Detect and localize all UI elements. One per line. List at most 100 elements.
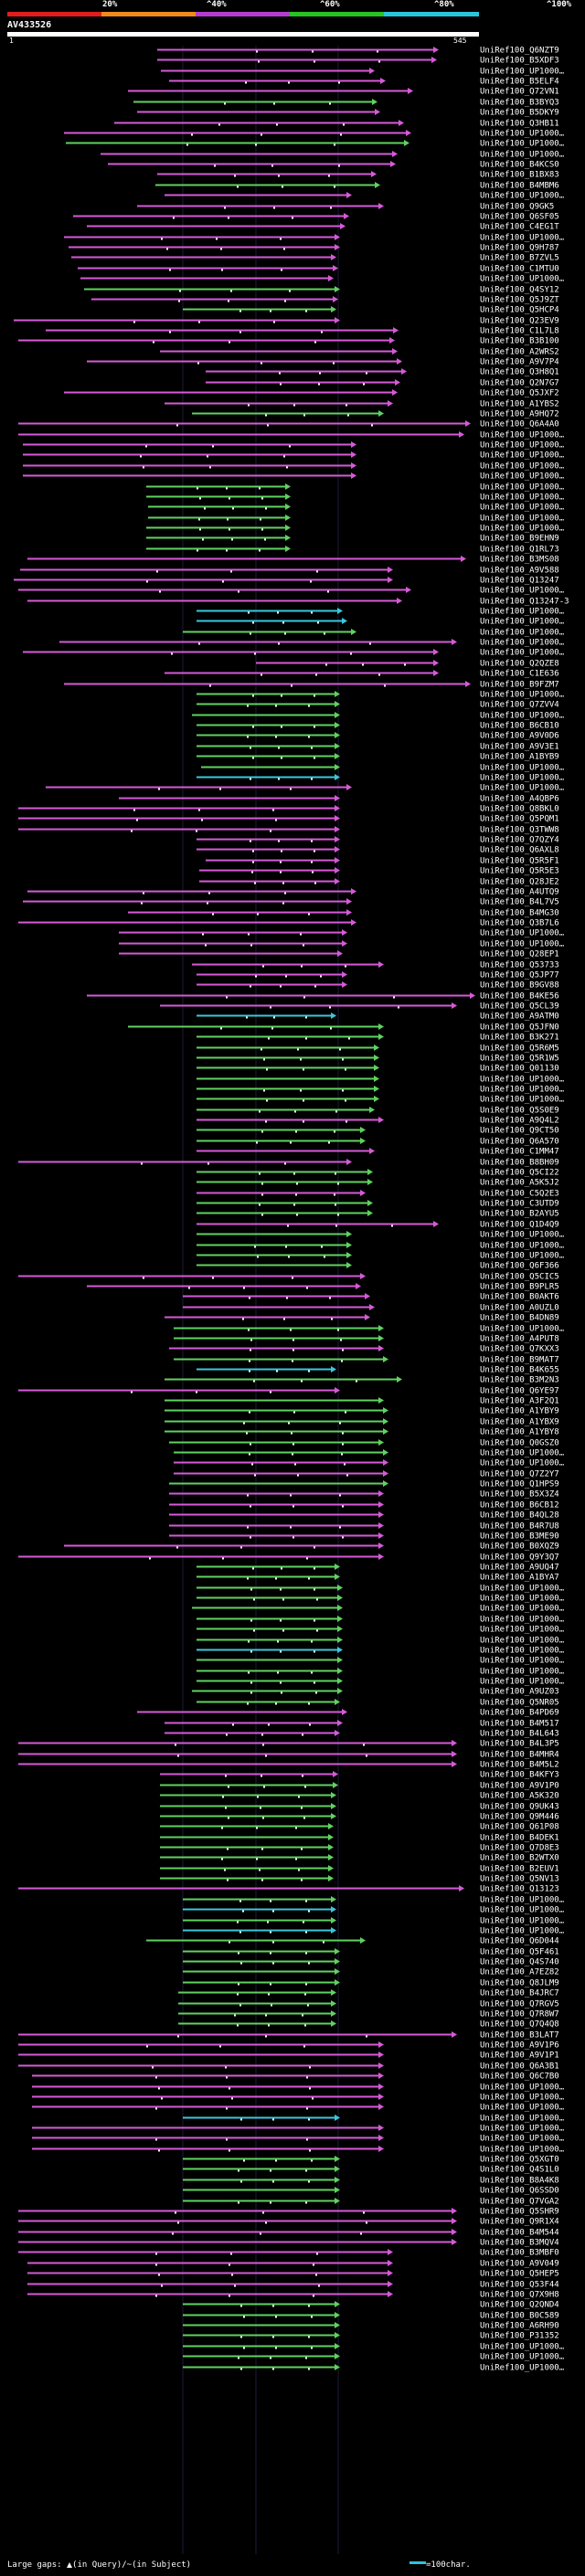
hit-label[interactable]: UniRef100_B4MG30: [480, 909, 559, 918]
hit-row[interactable]: UniRef100_Q7RGV5: [178, 2000, 559, 2009]
hit-row[interactable]: UniRef100_Q13123: [18, 1885, 559, 1894]
hit-row[interactable]: UniRef100_Q0GSZ0: [169, 1439, 559, 1448]
hit-label[interactable]: UniRef100_Q7VGA2: [480, 2198, 559, 2207]
hit-row[interactable]: UniRef100_Q9R1X4: [18, 2218, 559, 2227]
hit-row[interactable]: UniRef100_UP1000…: [197, 1242, 565, 1251]
hit-row[interactable]: UniRef100_Q3HB11: [114, 120, 559, 129]
hit-row[interactable]: UniRef100_Q9Y3Q7: [18, 1553, 559, 1563]
hit-row[interactable]: UniRef100_UP1000…: [23, 472, 565, 482]
hit-row[interactable]: UniRef100_Q7QZY4: [197, 836, 559, 845]
hit-row[interactable]: UniRef100_UP1000…: [146, 483, 565, 493]
hit-row[interactable]: UniRef100_Q5F461: [183, 1948, 559, 1957]
hit-label[interactable]: UniRef100_UP1000…: [480, 2115, 565, 2124]
hit-label[interactable]: UniRef100_B3MBF0: [480, 2249, 559, 2258]
hit-row[interactable]: UniRef100_A3F2Q1: [165, 1397, 559, 1406]
hit-row[interactable]: UniRef100_B9PLR5: [87, 1283, 559, 1292]
hit-label[interactable]: UniRef100_UP1000…: [480, 451, 565, 461]
hit-row[interactable]: UniRef100_Q3B7L6: [18, 919, 559, 928]
hit-label[interactable]: UniRef100_B0XQZ9: [480, 1542, 559, 1552]
hit-label[interactable]: UniRef100_B4L3P5: [480, 1740, 559, 1749]
hit-label[interactable]: UniRef100_Q1D4Q9: [480, 1221, 559, 1230]
hit-row[interactable]: UniRef100_A5K5J2: [197, 1179, 559, 1188]
hit-row[interactable]: UniRef100_A9V0D6: [197, 732, 559, 741]
hit-row[interactable]: UniRef100_B4JRC7: [178, 1989, 559, 1998]
hit-row[interactable]: UniRef100_Q5XGT0: [183, 2156, 559, 2165]
hit-row[interactable]: UniRef100_Q6D044: [146, 1937, 559, 1946]
hit-label[interactable]: UniRef100_UP1000…: [480, 441, 565, 451]
hit-label[interactable]: UniRef100_UP1000…: [480, 68, 565, 77]
hit-row[interactable]: UniRef100_Q6SF05: [73, 213, 559, 222]
hit-row[interactable]: UniRef100_B4MG30: [128, 909, 559, 918]
hit-row[interactable]: UniRef100_UP1000…: [119, 940, 565, 949]
hit-row[interactable]: UniRef100_UP1000…: [183, 1906, 565, 1915]
hit-label[interactable]: UniRef100_UP1000…: [480, 1096, 565, 1105]
hit-row[interactable]: UniRef100_B4M517: [165, 1720, 559, 1729]
hit-row[interactable]: UniRef100_Q4S1L0: [183, 2166, 559, 2175]
hit-row[interactable]: UniRef100_Q9H787: [69, 244, 559, 253]
hit-row[interactable]: UniRef100_UP1000…: [197, 1585, 565, 1594]
hit-label[interactable]: UniRef100_A0UZL0: [480, 1304, 559, 1313]
hit-label[interactable]: UniRef100_UP1000…: [480, 1647, 565, 1656]
hit-label[interactable]: UniRef100_Q9GK5: [480, 203, 554, 212]
hit-label[interactable]: UniRef100_A4UTQ9: [480, 888, 559, 897]
hit-row[interactable]: UniRef100_A9HQ72: [192, 410, 559, 419]
hit-label[interactable]: UniRef100_Q7X9H8: [480, 2291, 559, 2300]
hit-row[interactable]: UniRef100_B5DKY9: [137, 109, 559, 118]
hit-row[interactable]: UniRef100_Q5HEP5: [27, 2270, 559, 2279]
hit-row[interactable]: UniRef100_A9V3E1: [197, 743, 559, 752]
hit-label[interactable]: UniRef100_Q3B7L6: [480, 919, 559, 928]
hit-row[interactable]: UniRef100_B1BX83: [157, 171, 559, 180]
hit-label[interactable]: UniRef100_UP1000…: [480, 2104, 565, 2113]
hit-label[interactable]: UniRef100_UP1000…: [480, 192, 565, 201]
hit-label[interactable]: UniRef100_UP1000…: [480, 649, 565, 658]
hit-row[interactable]: UniRef100_B4K655: [197, 1366, 559, 1375]
hit-label[interactable]: UniRef100_A1YBY8: [480, 1428, 559, 1437]
hit-label[interactable]: UniRef100_B4KCS0: [480, 161, 559, 170]
hit-label[interactable]: UniRef100_Q5S0E9: [480, 1107, 559, 1116]
hit-row[interactable]: UniRef100_A6RH90: [183, 2322, 559, 2331]
hit-label[interactable]: UniRef100_Q5CI22: [480, 1169, 559, 1178]
hit-label[interactable]: UniRef100_C1MM47: [480, 1148, 559, 1157]
hit-row[interactable]: UniRef100_UP1000…: [197, 1657, 565, 1666]
hit-label[interactable]: UniRef100_Q4SY12: [480, 286, 559, 295]
hit-label[interactable]: UniRef100_Q2QZE8: [480, 660, 559, 669]
hit-row[interactable]: UniRef100_Q6A3B1: [18, 2062, 559, 2072]
hit-row[interactable]: UniRef100_UP1000…: [23, 451, 565, 461]
hit-row[interactable]: UniRef100_Q6C7B0: [32, 2072, 559, 2082]
hit-row[interactable]: UniRef100_B4L643: [165, 1730, 559, 1739]
hit-label[interactable]: UniRef100_Q6SF05: [480, 213, 559, 222]
hit-row[interactable]: UniRef100_B4QL28: [169, 1511, 559, 1521]
hit-row[interactable]: UniRef100_Q1HPS9: [169, 1480, 559, 1489]
hit-row[interactable]: UniRef100_Q5NR05: [197, 1699, 559, 1708]
hit-label[interactable]: UniRef100_Q28JE2: [480, 878, 559, 887]
hit-label[interactable]: UniRef100_Q9CT50: [480, 1127, 559, 1136]
hit-label[interactable]: UniRef100_Q53F44: [480, 2281, 559, 2290]
hit-row[interactable]: UniRef100_A9V7P4: [87, 358, 559, 367]
hit-label[interactable]: UniRef100_UP1000…: [480, 140, 565, 149]
hit-row[interactable]: UniRef100_UP1000…: [197, 1678, 565, 1687]
hit-label[interactable]: UniRef100_B2AYU5: [480, 1210, 559, 1219]
hit-row[interactable]: UniRef100_UP1000…: [197, 1616, 565, 1625]
hit-row[interactable]: UniRef100_UP1000…: [18, 587, 565, 596]
hit-label[interactable]: UniRef100_C1L7L8: [480, 327, 559, 336]
hit-label[interactable]: UniRef100_UP1000…: [480, 1626, 565, 1635]
hit-label[interactable]: UniRef100_B9PLR5: [480, 1283, 559, 1292]
hit-row[interactable]: UniRef100_UP1000…: [183, 2343, 565, 2352]
hit-label[interactable]: UniRef100_A9V1P6: [480, 2041, 559, 2051]
hit-label[interactable]: UniRef100_Q8JLM9: [480, 1979, 559, 1988]
hit-row[interactable]: UniRef100_A9V049: [27, 2260, 559, 2269]
hit-row[interactable]: UniRef100_UP1000…: [32, 2146, 565, 2155]
hit-row[interactable]: UniRef100_A1YBY9: [165, 1407, 559, 1416]
hit-row[interactable]: UniRef100_Q53733: [192, 961, 559, 970]
hit-label[interactable]: UniRef100_B4JRC7: [480, 1989, 559, 1998]
hit-label[interactable]: UniRef100_Q5HEP5: [480, 2270, 559, 2279]
hit-label[interactable]: UniRef100_Q7Q4Q8: [480, 2020, 559, 2030]
hit-row[interactable]: UniRef100_Q5R5E3: [199, 867, 559, 876]
hit-row[interactable]: UniRef100_UP1000…: [201, 764, 565, 773]
hit-row[interactable]: UniRef100_Q9CT50: [197, 1127, 559, 1136]
hit-row[interactable]: UniRef100_B3M2N3: [165, 1376, 559, 1385]
hit-label[interactable]: UniRef100_B3LAT7: [480, 2031, 559, 2041]
hit-row[interactable]: UniRef100_Q5S0E9: [197, 1107, 559, 1116]
hit-label[interactable]: UniRef100_B9MAT7: [480, 1356, 559, 1365]
hit-label[interactable]: UniRef100_UP1000…: [480, 431, 565, 440]
